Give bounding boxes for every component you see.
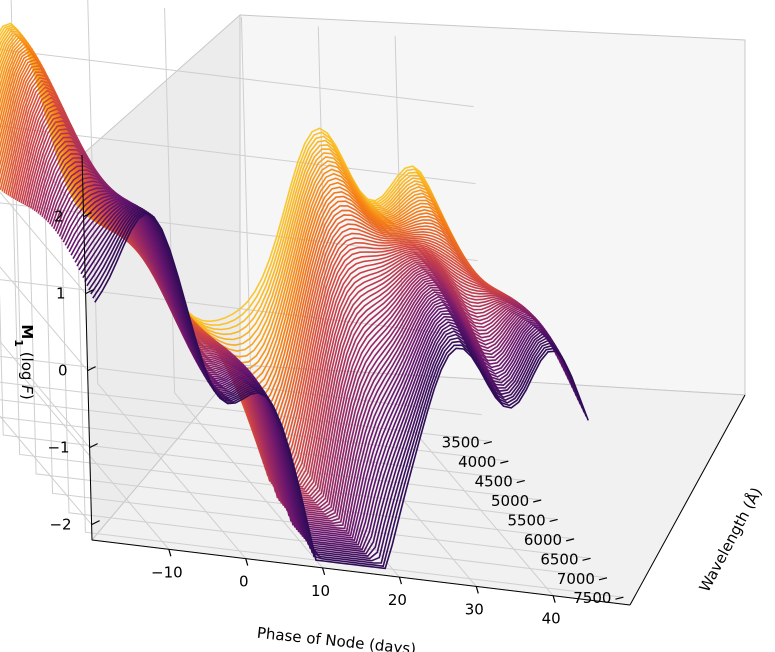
y-grid-line	[58, 127, 608, 579]
z-tick-mark	[91, 520, 100, 526]
y-tick-label: 4500	[475, 473, 513, 491]
surface-line	[74, 201, 570, 546]
z-tick-label: 0	[58, 362, 68, 380]
z-axis-line	[81, 154, 93, 541]
x-tick-mark	[552, 595, 556, 603]
surface-line	[78, 204, 574, 551]
y-tick-label: 7500	[573, 589, 611, 607]
z-label-f: F	[18, 385, 36, 394]
surface-line	[72, 200, 568, 544]
z-grid-line	[0, 125, 476, 294]
y-grid-line	[42, 108, 591, 559]
x-tick-label: 30	[465, 600, 484, 618]
y-axis-label: Wavelength (Å)	[695, 484, 766, 595]
y-tick-label: 3500	[442, 434, 480, 452]
surface-line	[0, 22, 454, 323]
x-tick-mark	[475, 586, 479, 594]
x-grid-line	[10, 0, 170, 550]
y-tick-label: 4000	[458, 453, 496, 471]
x-grid-line	[164, 7, 323, 569]
surface-line	[66, 196, 562, 537]
y-tick-mark	[533, 499, 542, 503]
surface-line	[70, 199, 566, 542]
y-grid-line	[25, 88, 575, 540]
x-tick-label: 0	[239, 573, 249, 591]
x-tick-label: 20	[388, 591, 407, 609]
surface-line	[68, 198, 564, 539]
surface-line	[0, 32, 464, 347]
y-tick-mark	[500, 460, 509, 464]
x-ticks: −10 0 10 20 30 40	[151, 549, 561, 628]
z-grid-line	[0, 355, 482, 525]
surface-line	[0, 26, 458, 331]
y-tick-label: 6500	[540, 550, 578, 568]
x-grid-line	[394, 35, 554, 597]
y-axis-line	[629, 394, 746, 606]
x-tick-label: −10	[151, 563, 183, 581]
z-ticks: −2 −1 0 1 2	[47, 208, 100, 534]
z-label-rest: (log	[18, 347, 36, 385]
surface-line	[92, 211, 587, 568]
z-axis-label: M1 (log F)	[13, 324, 37, 399]
y-tick-mark	[549, 518, 558, 523]
x-grid-line	[87, 0, 247, 559]
x-axis-line	[91, 539, 631, 606]
z-tick-mark	[89, 443, 98, 449]
z-tick-label: 2	[54, 208, 64, 226]
z-tick-label: 1	[56, 285, 66, 303]
z-tick-mark	[85, 289, 94, 295]
x-tick-mark	[321, 567, 326, 576]
surface-line	[88, 209, 584, 562]
y-tick-label: 6000	[524, 531, 562, 549]
surface-line	[76, 203, 572, 548]
y-tick-mark	[483, 441, 493, 445]
z-label-main: M	[18, 324, 36, 339]
z-label-close: )	[18, 394, 36, 400]
surface-line	[82, 206, 578, 555]
surface-line	[64, 194, 560, 535]
y-tick-mark	[582, 557, 591, 561]
surface-line	[80, 205, 576, 553]
x-tick-label: 40	[542, 610, 561, 628]
z-tick-mark	[83, 212, 92, 218]
surface-line	[0, 30, 462, 341]
x-tick-mark	[245, 558, 249, 566]
z-tick-label: −1	[47, 439, 69, 457]
x-tick-mark	[398, 576, 403, 585]
y-tick-mark	[565, 538, 575, 542]
z-tick-mark	[87, 366, 96, 372]
z-tick-label: −2	[49, 516, 71, 534]
surface-line	[90, 210, 585, 564]
x-tick-mark	[168, 549, 172, 557]
y-grid-line	[0, 292, 542, 501]
y-tick-label: 5000	[491, 492, 529, 510]
z-label-sub: 1	[13, 339, 26, 347]
surface	[0, 22, 589, 570]
y-tick-label: 5500	[507, 511, 545, 529]
x-axis-label: Phase of Node (days)	[256, 624, 417, 652]
surface-line	[94, 212, 589, 570]
surface-line	[84, 207, 580, 557]
y-tick-mark	[598, 577, 608, 581]
surface-line	[86, 208, 582, 560]
y-tick-mark	[615, 596, 624, 600]
y-tick-label: 7000	[557, 570, 595, 588]
x-tick-label: 10	[311, 582, 330, 600]
y-tick-mark	[516, 479, 525, 484]
y-grid-line	[74, 147, 624, 598]
